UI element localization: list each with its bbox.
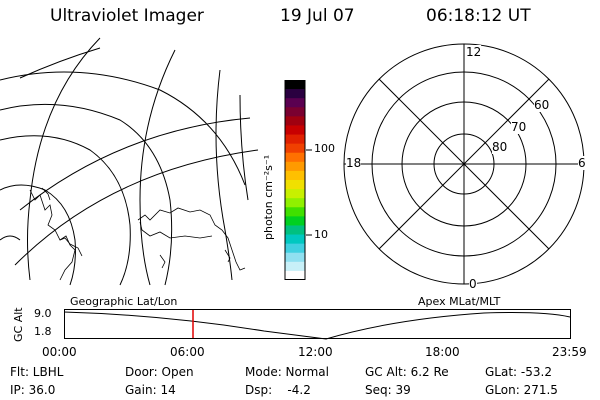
geographic-map xyxy=(0,37,259,286)
colorbar-unit-label: photon cm⁻²s⁻¹ xyxy=(262,154,275,240)
mode-value: Mode: Normal xyxy=(245,365,329,379)
glat-value: GLat: -53.2 xyxy=(485,365,552,379)
timeline-ytick-top: 9.0 xyxy=(34,307,52,320)
lat-label-70: 70 xyxy=(511,120,527,134)
colorbar-swatch xyxy=(285,225,305,236)
lat-label-60: 60 xyxy=(534,98,550,112)
colorbar-swatch xyxy=(285,116,305,126)
mlt-label-0: 0 xyxy=(469,277,477,291)
colorbar-swatch xyxy=(285,80,305,90)
gc-alt-value: GC Alt: 6.2 Re xyxy=(365,365,449,379)
colorbar-swatch xyxy=(285,134,305,145)
seq-value: Seq: 39 xyxy=(365,383,411,397)
timeline-xtick-3: 18:00 xyxy=(425,345,460,359)
colorbar-swatch xyxy=(285,189,305,199)
colorbar-swatch xyxy=(285,107,305,117)
colorbar-swatch xyxy=(285,198,305,208)
colorbar-swatch xyxy=(285,170,305,181)
colorbar-swatch xyxy=(285,152,305,163)
colorbar-swatch xyxy=(285,243,305,254)
dsp-value: Dsp: -4.2 xyxy=(245,383,311,397)
colorbar-swatch xyxy=(285,98,305,108)
colorbar-swatch xyxy=(285,161,305,172)
colorbar-swatch xyxy=(285,234,305,245)
timeline-xtick-2: 12:00 xyxy=(298,345,333,359)
timeline-plot xyxy=(64,309,571,340)
colorbar-swatch xyxy=(285,270,305,280)
colorbar-tick-10: 10 xyxy=(314,228,328,241)
mlt-label-6: 6 xyxy=(578,156,586,170)
colorbar-ticks xyxy=(306,149,312,236)
date: 19 Jul 07 xyxy=(280,6,355,26)
colorbar-tick-100: 100 xyxy=(314,142,335,155)
colorbar xyxy=(284,80,306,280)
timeline-xtick-0: 00:00 xyxy=(42,345,77,359)
mlt-label-12: 12 xyxy=(466,45,482,59)
colorbar-swatch xyxy=(285,252,305,263)
colorbar-swatch xyxy=(285,125,305,136)
timeline-right-label: Apex MLat/MLT xyxy=(418,295,501,308)
colorbar-swatch xyxy=(285,207,305,217)
ip-value: IP: 36.0 xyxy=(10,383,56,397)
title: Ultraviolet Imager xyxy=(50,6,204,26)
lat-label-80: 80 xyxy=(492,140,508,154)
timeline-xtick-1: 06:00 xyxy=(170,345,205,359)
colorbar-swatch xyxy=(285,216,305,226)
polar-plot xyxy=(343,43,585,285)
timeline-left-label: Geographic Lat/Lon xyxy=(70,295,178,308)
timeline-xtick-4: 23:59 xyxy=(552,345,587,359)
colorbar-swatch xyxy=(285,261,305,272)
timeline-axis-label: GC Alt xyxy=(12,307,25,342)
door-value: Door: Open xyxy=(125,365,194,379)
timeline-ytick-bottom: 1.8 xyxy=(34,325,52,338)
time: 06:18:12 UT xyxy=(426,6,531,26)
filter-value: Flt: LBHL xyxy=(10,365,64,379)
mlt-label-18: 18 xyxy=(346,156,362,170)
glon-value: GLon: 271.5 xyxy=(485,383,558,397)
colorbar-swatch xyxy=(285,89,305,99)
colorbar-swatch xyxy=(285,180,305,190)
colorbar-swatch xyxy=(285,143,305,154)
gain-value: Gain: 14 xyxy=(125,383,176,397)
